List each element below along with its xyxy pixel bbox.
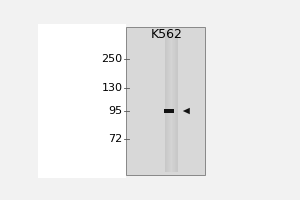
Polygon shape xyxy=(183,108,190,114)
Text: 130: 130 xyxy=(101,83,122,93)
Bar xyxy=(173,30,174,172)
Text: K562: K562 xyxy=(151,28,182,41)
Bar xyxy=(176,30,177,172)
Bar xyxy=(169,30,170,172)
Bar xyxy=(168,30,169,172)
Bar xyxy=(166,30,167,172)
Bar xyxy=(177,30,178,172)
Bar xyxy=(170,30,171,172)
Bar xyxy=(169,30,170,172)
Bar xyxy=(164,109,174,113)
Bar xyxy=(205,24,270,178)
Bar xyxy=(126,27,205,175)
Bar xyxy=(172,30,173,172)
Text: 250: 250 xyxy=(101,54,122,64)
Bar xyxy=(167,30,168,172)
Text: 95: 95 xyxy=(108,106,122,116)
Bar xyxy=(165,30,166,172)
Bar xyxy=(171,30,172,172)
Bar xyxy=(38,24,126,178)
Text: 72: 72 xyxy=(108,134,122,144)
Bar xyxy=(174,30,175,172)
